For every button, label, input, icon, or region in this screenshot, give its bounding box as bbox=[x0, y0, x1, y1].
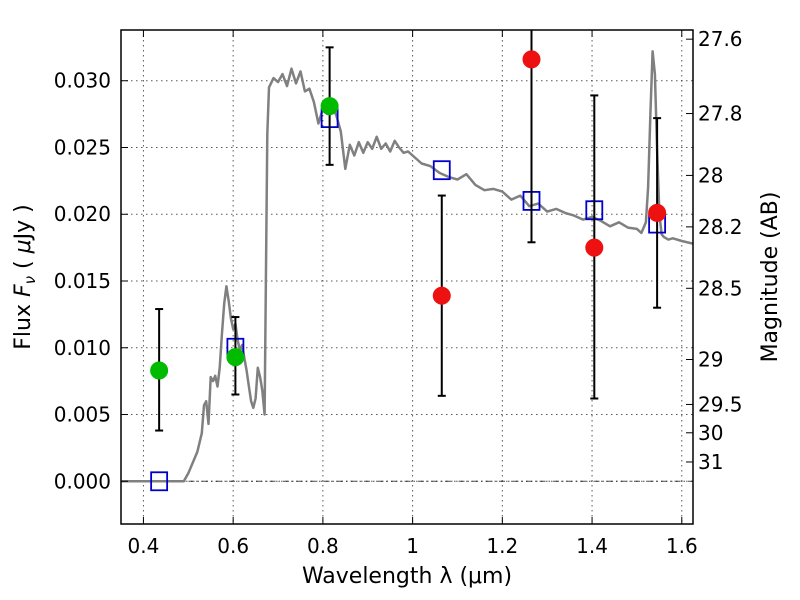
mag-tick-label: 28.5 bbox=[698, 276, 743, 300]
x-axis-ticks: 0.4 0.6 0.8 1 1.2 1.4 1.6 bbox=[128, 30, 698, 558]
mag-tick-label: 31 bbox=[698, 450, 723, 474]
y-tick-label: 0.010 bbox=[54, 336, 111, 360]
model-point-square bbox=[432, 160, 451, 181]
mag-tick-label: 29 bbox=[698, 348, 723, 372]
x-axis-label: Wavelength λ (μm) bbox=[302, 564, 512, 589]
y-tick-label: 0.030 bbox=[54, 69, 111, 93]
mag-tick-label: 27.8 bbox=[698, 102, 743, 126]
red-observed-point bbox=[522, 50, 541, 69]
mag-tick-label: 29.5 bbox=[698, 392, 743, 416]
y-axis-ticks: 0.000 0.005 0.010 0.015 0.020 0.025 0.030 bbox=[54, 69, 128, 493]
mag-tick-label: 28 bbox=[698, 163, 723, 187]
x-tick-label: 1.2 bbox=[486, 534, 518, 558]
green-observed-point bbox=[150, 361, 169, 380]
grid-lines bbox=[121, 30, 693, 524]
x-tick-label: 0.6 bbox=[217, 534, 249, 558]
observed-photometry-markers bbox=[150, 50, 667, 380]
x-tick-label: 0.4 bbox=[128, 534, 160, 558]
y-axis-label: Flux Fν ( μJy ) bbox=[11, 204, 39, 349]
mag-tick-label: 27.6 bbox=[698, 27, 743, 51]
right-axis-label: Magnitude (AB) bbox=[758, 192, 783, 363]
green-observed-point bbox=[320, 97, 339, 116]
red-observed-point bbox=[648, 203, 667, 222]
mag-tick-label: 30 bbox=[698, 421, 723, 445]
x-tick-label: 1.4 bbox=[576, 534, 608, 558]
y-tick-label: 0.000 bbox=[54, 469, 111, 493]
y-tick-label: 0.005 bbox=[54, 403, 111, 427]
x-tick-label: 1.6 bbox=[666, 534, 698, 558]
mag-tick-label: 28.2 bbox=[698, 215, 743, 239]
spectrum-curve bbox=[121, 50, 693, 483]
model-point-square bbox=[150, 471, 169, 492]
green-observed-point bbox=[226, 348, 245, 367]
y-tick-label: 0.020 bbox=[54, 202, 111, 226]
red-observed-point bbox=[432, 286, 451, 305]
error-bars bbox=[155, 30, 662, 432]
right-magnitude-axis-ticks: 27.6 27.8 28 28.2 28.5 29 29.5 30 31 bbox=[686, 27, 743, 474]
x-tick-label: 1 bbox=[406, 534, 419, 558]
red-observed-point bbox=[585, 238, 604, 257]
x-tick-label: 0.8 bbox=[307, 534, 339, 558]
y-tick-label: 0.025 bbox=[54, 135, 111, 159]
plot-frame bbox=[120, 29, 694, 525]
y-tick-label: 0.015 bbox=[54, 269, 111, 293]
